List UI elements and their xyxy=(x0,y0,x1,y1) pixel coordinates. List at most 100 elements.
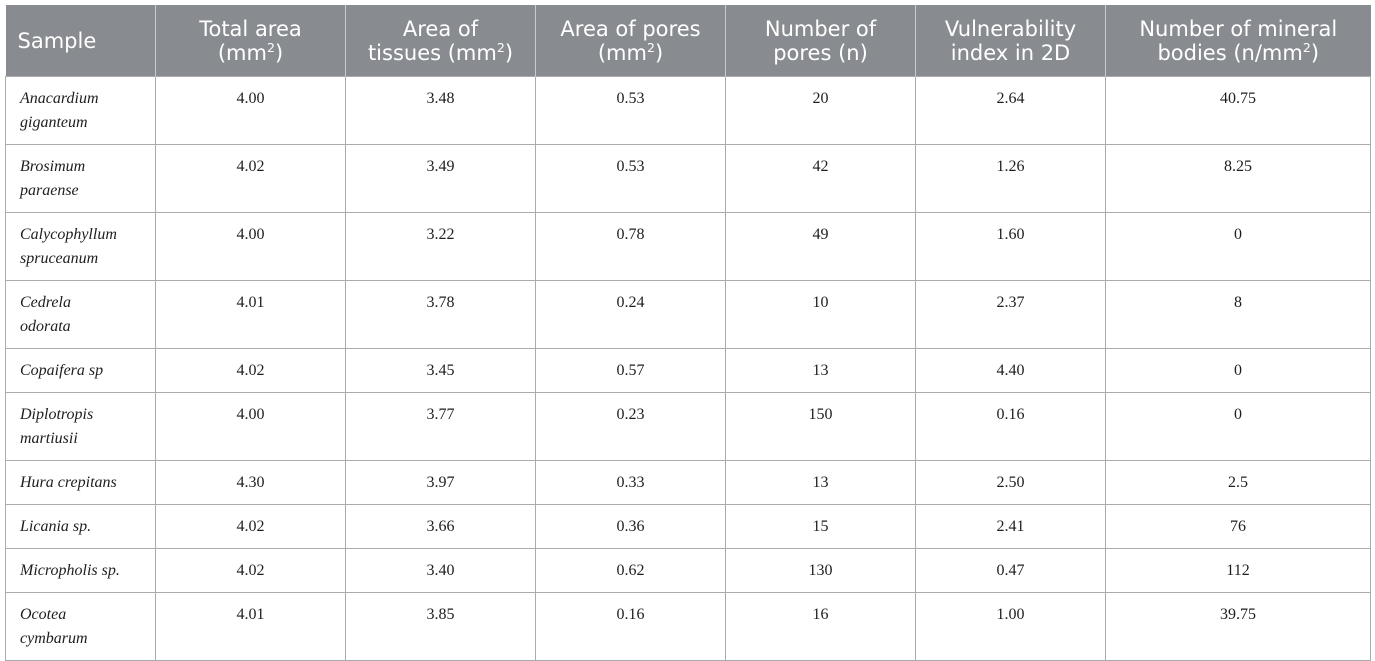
header-superscript: 2 xyxy=(266,39,275,55)
cell-vulnerability-index: 2.37 xyxy=(915,280,1106,349)
cell-area-of-tissues: 3.22 xyxy=(345,212,536,281)
table-row: Licania sp. 4.02 3.66 0.36 15 2.41 76 xyxy=(5,504,1371,549)
header-superscript: 2 xyxy=(646,39,655,55)
cell-area-of-pores: 0.78 xyxy=(535,212,726,281)
table-row: Diplotropis martiusii 4.00 3.77 0.23 150 0.16 0 xyxy=(5,392,1371,461)
cell-area-of-pores: 0.62 xyxy=(535,548,726,593)
cell-area-of-tissues: 3.49 xyxy=(345,144,536,213)
header-suffix: ) xyxy=(654,40,664,65)
cell-sample: Licania sp. xyxy=(5,504,156,549)
table-row: Calycophyllum spruceanum 4.00 3.22 0.78 49 1.6… xyxy=(5,212,1371,281)
sample-name-line-1: Diplotropis xyxy=(20,406,94,423)
cell-total-area: 4.01 xyxy=(155,280,346,349)
cell-total-area: 4.00 xyxy=(155,76,346,145)
cell-vulnerability-index: 1.60 xyxy=(915,212,1106,281)
header-line-1: Area of xyxy=(402,16,479,41)
cell-total-area: 4.00 xyxy=(155,392,346,461)
cell-area-of-pores: 0.53 xyxy=(535,76,726,145)
cell-area-of-tissues: 3.85 xyxy=(345,592,536,661)
column-header-mineral-bodies: Number of mineral bodies (n/mm2) xyxy=(1105,5,1371,77)
sample-name-line-1: Licania sp. xyxy=(20,518,92,535)
cell-area-of-tissues: 3.66 xyxy=(345,504,536,549)
cell-area-of-pores: 0.36 xyxy=(535,504,726,549)
data-table-container: Sample Total area (mm2) Area of tissues (mm2… xyxy=(5,5,1371,661)
cell-area-of-tissues: 3.78 xyxy=(345,280,536,349)
column-header-area-of-tissues: Area of tissues (mm2) xyxy=(345,5,536,77)
cell-area-of-pores: 0.16 xyxy=(535,592,726,661)
cell-mineral-bodies: 0 xyxy=(1105,392,1371,461)
cell-number-of-pores: 20 xyxy=(725,76,916,145)
table-row: Ocotea cymbarum 4.01 3.85 0.16 16 1.00 39.75 xyxy=(5,592,1371,661)
cell-mineral-bodies: 39.75 xyxy=(1105,592,1371,661)
header-superscript: 2 xyxy=(1302,39,1311,55)
column-header-sample: Sample xyxy=(5,5,156,77)
header-suffix: ) xyxy=(274,40,284,65)
cell-vulnerability-index: 4.40 xyxy=(915,348,1106,393)
cell-number-of-pores: 130 xyxy=(725,548,916,593)
cell-mineral-bodies: 0 xyxy=(1105,212,1371,281)
cell-number-of-pores: 16 xyxy=(725,592,916,661)
cell-area-of-pores: 0.53 xyxy=(535,144,726,213)
wood-anatomy-table: Sample Total area (mm2) Area of tissues (mm2… xyxy=(5,5,1371,661)
header-line-2: bodies (n/mm xyxy=(1157,40,1303,65)
cell-vulnerability-index: 1.26 xyxy=(915,144,1106,213)
sample-name-line-2: giganteum xyxy=(20,114,88,131)
cell-area-of-tissues: 3.77 xyxy=(345,392,536,461)
cell-total-area: 4.02 xyxy=(155,504,346,549)
table-row: Anacardium giganteum 4.00 3.48 0.53 20 2.64 40.… xyxy=(5,76,1371,145)
sample-name-line-1: Hura crepitans xyxy=(20,474,117,491)
cell-vulnerability-index: 0.47 xyxy=(915,548,1106,593)
cell-mineral-bodies: 0 xyxy=(1105,348,1371,393)
sample-name-line-1: Brosimum xyxy=(20,158,86,175)
cell-sample: Diplotropis martiusii xyxy=(5,392,156,461)
cell-number-of-pores: 13 xyxy=(725,460,916,505)
cell-mineral-bodies: 112 xyxy=(1105,548,1371,593)
cell-sample: Cedrela odorata xyxy=(5,280,156,349)
sample-name-line-2: martiusii xyxy=(20,430,78,447)
header-line-2: (mm xyxy=(597,40,647,65)
cell-number-of-pores: 42 xyxy=(725,144,916,213)
cell-sample: Ocotea cymbarum xyxy=(5,592,156,661)
column-header-vulnerability-index: Vulnerability index in 2D xyxy=(915,5,1106,77)
cell-area-of-pores: 0.23 xyxy=(535,392,726,461)
cell-mineral-bodies: 8.25 xyxy=(1105,144,1371,213)
sample-name-line-2: cymbarum xyxy=(20,630,88,647)
cell-number-of-pores: 13 xyxy=(725,348,916,393)
cell-total-area: 4.02 xyxy=(155,548,346,593)
cell-area-of-tissues: 3.45 xyxy=(345,348,536,393)
cell-vulnerability-index: 2.64 xyxy=(915,76,1106,145)
sample-name-line-1: Cedrela xyxy=(20,294,71,311)
cell-area-of-pores: 0.24 xyxy=(535,280,726,349)
table-row: Micropholis sp. 4.02 3.40 0.62 130 0.47 112 xyxy=(5,548,1371,593)
header-row: Sample Total area (mm2) Area of tissues (mm2… xyxy=(5,5,1371,77)
column-header-total-area: Total area (mm2) xyxy=(155,5,346,77)
header-line-1: Total area xyxy=(199,16,302,41)
cell-number-of-pores: 10 xyxy=(725,280,916,349)
sample-name-line-1: Calycophyllum xyxy=(20,226,117,243)
header-suffix: ) xyxy=(504,40,514,65)
sample-name-line-2: paraense xyxy=(20,182,79,199)
cell-vulnerability-index: 1.00 xyxy=(915,592,1106,661)
cell-total-area: 4.00 xyxy=(155,212,346,281)
cell-mineral-bodies: 8 xyxy=(1105,280,1371,349)
header-line-2: index in 2D xyxy=(950,40,1071,65)
cell-mineral-bodies: 2.5 xyxy=(1105,460,1371,505)
column-header-area-of-pores: Area of pores (mm2) xyxy=(535,5,726,77)
sample-name-line-2: odorata xyxy=(20,318,71,335)
table-row: Copaifera sp 4.02 3.45 0.57 13 4.40 0 xyxy=(5,348,1371,393)
cell-vulnerability-index: 0.16 xyxy=(915,392,1106,461)
header-line-1: Vulnerability xyxy=(944,16,1077,41)
header-line-2: (mm xyxy=(217,40,267,65)
cell-number-of-pores: 150 xyxy=(725,392,916,461)
header-suffix: ) xyxy=(1310,40,1320,65)
header-line-2: pores (n) xyxy=(773,40,868,65)
header-line-2: tissues (mm xyxy=(367,40,497,65)
table-row: Brosimum paraense 4.02 3.49 0.53 42 1.26 8.25 xyxy=(5,144,1371,213)
table-row: Hura crepitans 4.30 3.97 0.33 13 2.50 2.5 xyxy=(5,460,1371,505)
header-line-1: Area of pores xyxy=(560,16,701,41)
table-header: Sample Total area (mm2) Area of tissues (mm2… xyxy=(5,5,1371,77)
header-line-1: Number of mineral xyxy=(1139,16,1338,41)
column-header-number-of-pores: Number of pores (n) xyxy=(725,5,916,77)
cell-number-of-pores: 49 xyxy=(725,212,916,281)
header-line-1: Number of xyxy=(764,16,877,41)
